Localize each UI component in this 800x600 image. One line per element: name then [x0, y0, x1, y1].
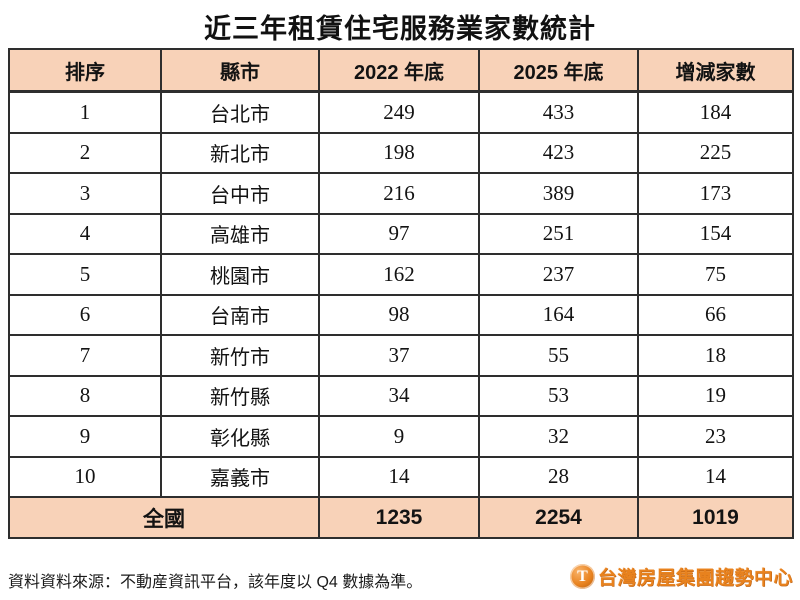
value-2022-cell: 98 [318, 293, 480, 336]
total-2025-cell: 2254 [478, 496, 639, 539]
diff-cell: 173 [637, 172, 794, 215]
statistics-table: 排序 縣市 2022 年底 2025 年底 增減家數 1 台北市 249 433… [8, 48, 794, 539]
rank-cell: 4 [8, 212, 162, 255]
table-row: 4 高雄市 97 251 154 [8, 212, 794, 255]
rank-cell: 6 [8, 293, 162, 336]
source-note: 資料資料來源：不動産資訊平台，該年度以 Q4 數據為準。 [8, 574, 423, 591]
city-cell: 高雄市 [160, 212, 320, 255]
rank-cell: 2 [8, 131, 162, 174]
city-cell: 新竹縣 [160, 374, 320, 417]
diff-cell: 18 [637, 334, 794, 377]
value-2025-cell: 32 [478, 415, 639, 458]
table-row: 2 新北市 198 423 225 [8, 131, 794, 174]
col-header-city: 縣市 [160, 48, 320, 93]
city-cell: 嘉義市 [160, 455, 320, 498]
diff-cell: 66 [637, 293, 794, 336]
city-cell: 台中市 [160, 172, 320, 215]
city-cell: 台南市 [160, 293, 320, 336]
city-cell: 新北市 [160, 131, 320, 174]
city-cell: 彰化縣 [160, 415, 320, 458]
table-row: 9 彰化縣 9 32 23 [8, 415, 794, 458]
value-2025-cell: 53 [478, 374, 639, 417]
city-cell: 台北市 [160, 90, 320, 134]
city-cell: 新竹市 [160, 334, 320, 377]
value-2025-cell: 423 [478, 131, 639, 174]
value-2022-cell: 9 [318, 415, 480, 458]
total-diff-cell: 1019 [637, 496, 794, 539]
value-2025-cell: 28 [478, 455, 639, 498]
value-2025-cell: 237 [478, 253, 639, 296]
table-row: 6 台南市 98 164 66 [8, 293, 794, 336]
value-2022-cell: 216 [318, 172, 480, 215]
diff-cell: 225 [637, 131, 794, 174]
rank-cell: 10 [8, 455, 162, 498]
total-row: 全國 1235 2254 1019 [8, 496, 794, 539]
page-title: 近三年租賃住宅服務業家數統計 [204, 14, 596, 44]
value-2025-cell: 389 [478, 172, 639, 215]
value-2022-cell: 198 [318, 131, 480, 174]
value-2025-cell: 251 [478, 212, 639, 255]
rank-cell: 8 [8, 374, 162, 417]
value-2022-cell: 14 [318, 455, 480, 498]
value-2025-cell: 55 [478, 334, 639, 377]
table-row: 8 新竹縣 34 53 19 [8, 374, 794, 417]
table-row: 5 桃園市 162 237 75 [8, 253, 794, 296]
rank-cell: 1 [8, 90, 162, 134]
col-header-rank: 排序 [8, 48, 162, 93]
diff-cell: 184 [637, 90, 794, 134]
diff-cell: 14 [637, 455, 794, 498]
brand-logo-icon: T [569, 564, 595, 589]
diff-cell: 23 [637, 415, 794, 458]
col-header-diff: 增減家數 [637, 48, 794, 93]
value-2022-cell: 34 [318, 374, 480, 417]
diff-cell: 19 [637, 374, 794, 417]
total-2022-cell: 1235 [318, 496, 480, 539]
table-row: 3 台中市 216 389 173 [8, 172, 794, 215]
brand-logo: T 台灣房屋集團趨勢中心 [569, 563, 793, 590]
value-2022-cell: 249 [318, 90, 480, 134]
table-row: 10 嘉義市 14 28 14 [8, 455, 794, 498]
brand-name: 台灣房屋集團趨勢中心 [597, 568, 793, 589]
city-cell: 桃園市 [160, 253, 320, 296]
value-2022-cell: 97 [318, 212, 480, 255]
rank-cell: 5 [8, 253, 162, 296]
header-row: 排序 縣市 2022 年底 2025 年底 增減家數 [8, 48, 794, 93]
total-label-cell: 全國 [8, 496, 320, 539]
diff-cell: 75 [637, 253, 794, 296]
rank-cell: 3 [8, 172, 162, 215]
col-header-2022: 2022 年底 [318, 48, 480, 93]
value-2025-cell: 433 [478, 90, 639, 134]
table-row: 7 新竹市 37 55 18 [8, 334, 794, 377]
value-2022-cell: 162 [318, 253, 480, 296]
table-row: 1 台北市 249 433 184 [8, 90, 794, 134]
rank-cell: 7 [8, 334, 162, 377]
col-header-2025: 2025 年底 [478, 48, 639, 93]
diff-cell: 154 [637, 212, 794, 255]
value-2025-cell: 164 [478, 293, 639, 336]
rank-cell: 9 [8, 415, 162, 458]
value-2022-cell: 37 [318, 334, 480, 377]
